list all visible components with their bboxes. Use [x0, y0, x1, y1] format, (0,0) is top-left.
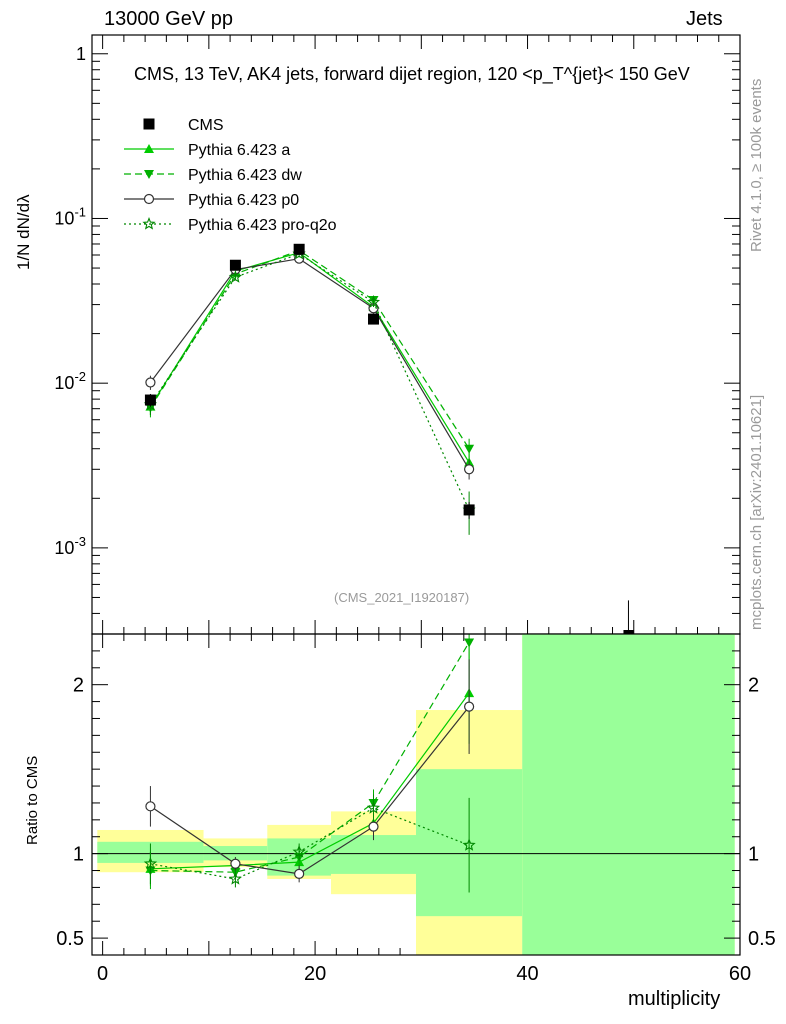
ratio-point [462, 838, 476, 851]
y-tick-exponent: -1 [74, 204, 86, 219]
ratio-series-group [143, 794, 476, 893]
x-tick-label: 40 [516, 963, 538, 985]
legend-marker [144, 144, 154, 153]
legend-entry: Pythia 6.423 p0 [124, 192, 299, 209]
legend-marker [142, 216, 156, 230]
legend-label: Pythia 6.423 p0 [188, 192, 299, 209]
ratio-point [464, 638, 475, 648]
series-point [464, 444, 475, 454]
legend: CMS Pythia 6.423 a Pythia 6.423 dw Pythia 6… [124, 117, 337, 234]
series-point [366, 295, 381, 308]
ratio-point [145, 801, 156, 812]
ratio-point [230, 858, 241, 869]
legend-label: Pythia 6.423 pro-q2o [188, 217, 337, 234]
side-label-top: Rivet 4.1.0, ≥ 100k events [748, 78, 765, 252]
legend-marker [143, 118, 155, 130]
y-tick-label: 10-1 [54, 204, 86, 228]
legend-label: CMS [188, 117, 224, 134]
ratio-y-tick-label: 1 [73, 844, 84, 866]
series-point [464, 464, 475, 475]
ratio-y-tick-label-right: 1 [748, 844, 759, 866]
data-point [623, 630, 634, 634]
ratio-point [228, 872, 242, 885]
ratio-series-group [145, 659, 475, 883]
data-point [463, 504, 475, 516]
data-point [144, 394, 156, 406]
ratio-y-axis-label: Ratio to CMS [24, 755, 41, 845]
data-point [368, 313, 380, 325]
legend-entry: Pythia 6.423 dw [124, 167, 302, 184]
ratio-frame [91, 633, 741, 956]
legend-entry: CMS [143, 117, 224, 134]
ratio-point [368, 821, 379, 832]
ratio-y-tick-label-right: 2 [748, 675, 759, 697]
legend-entry: Pythia 6.423 pro-q2o [124, 216, 337, 234]
x-tick-label: 0 [97, 963, 108, 985]
series-line [149, 253, 470, 511]
series-group [145, 247, 475, 475]
legend-marker [144, 170, 154, 179]
y-tick-label: 10-2 [54, 369, 86, 393]
series-group [145, 246, 475, 461]
main-y-axis-label: 1/N dN/dλ [14, 194, 33, 270]
ratio-band-green [331, 835, 416, 874]
ratio-point [143, 856, 158, 870]
ratio-y-tick-label: 2 [73, 675, 84, 697]
ratio-point [464, 701, 475, 712]
data-point [293, 243, 305, 255]
y-tick-label: 1 [76, 44, 86, 64]
legend-label: Pythia 6.423 a [188, 142, 290, 159]
ratio-point [366, 800, 381, 814]
series-point [228, 270, 243, 283]
data-point [229, 259, 241, 271]
series-point [145, 377, 156, 388]
x-tick-label: 20 [304, 963, 326, 985]
series-group [145, 253, 475, 480]
ratio-series-line [150, 642, 470, 873]
ratio-panel: 0 20 40 60 0.5 0.5 1 1 2 2 [56, 633, 776, 985]
header-left: 13000 GeV pp [104, 8, 233, 30]
x-axis-label: multiplicity [628, 988, 721, 1010]
y-tick-exponent: -3 [74, 534, 86, 549]
y-tick-label: 10-3 [54, 534, 86, 558]
ratio-point [294, 868, 305, 880]
x-tick-label: 60 [729, 963, 751, 985]
legend-label: Pythia 6.423 dw [188, 167, 302, 184]
y-tick-exponent: -2 [74, 369, 86, 384]
ratio-point [292, 844, 306, 858]
legend-marker [143, 193, 155, 205]
chart-title: CMS, 13 TeV, AK4 jets, forward dijet reg… [134, 64, 690, 84]
ratio-band-green [522, 634, 735, 955]
watermark: (CMS_2021_I1920187) [334, 590, 470, 605]
ratio-y-tick-label: 0.5 [56, 928, 84, 950]
legend-entry: Pythia 6.423 a [124, 142, 290, 159]
data-points [144, 243, 634, 634]
header-right: Jets [686, 8, 723, 30]
series-line [149, 252, 470, 463]
ratio-y-tick-label-right: 0.5 [748, 928, 776, 950]
series-line [149, 249, 470, 450]
series-line [149, 258, 470, 470]
side-label-bottom: mcplots.cern.ch [arXiv:2401.10621] [748, 394, 765, 630]
